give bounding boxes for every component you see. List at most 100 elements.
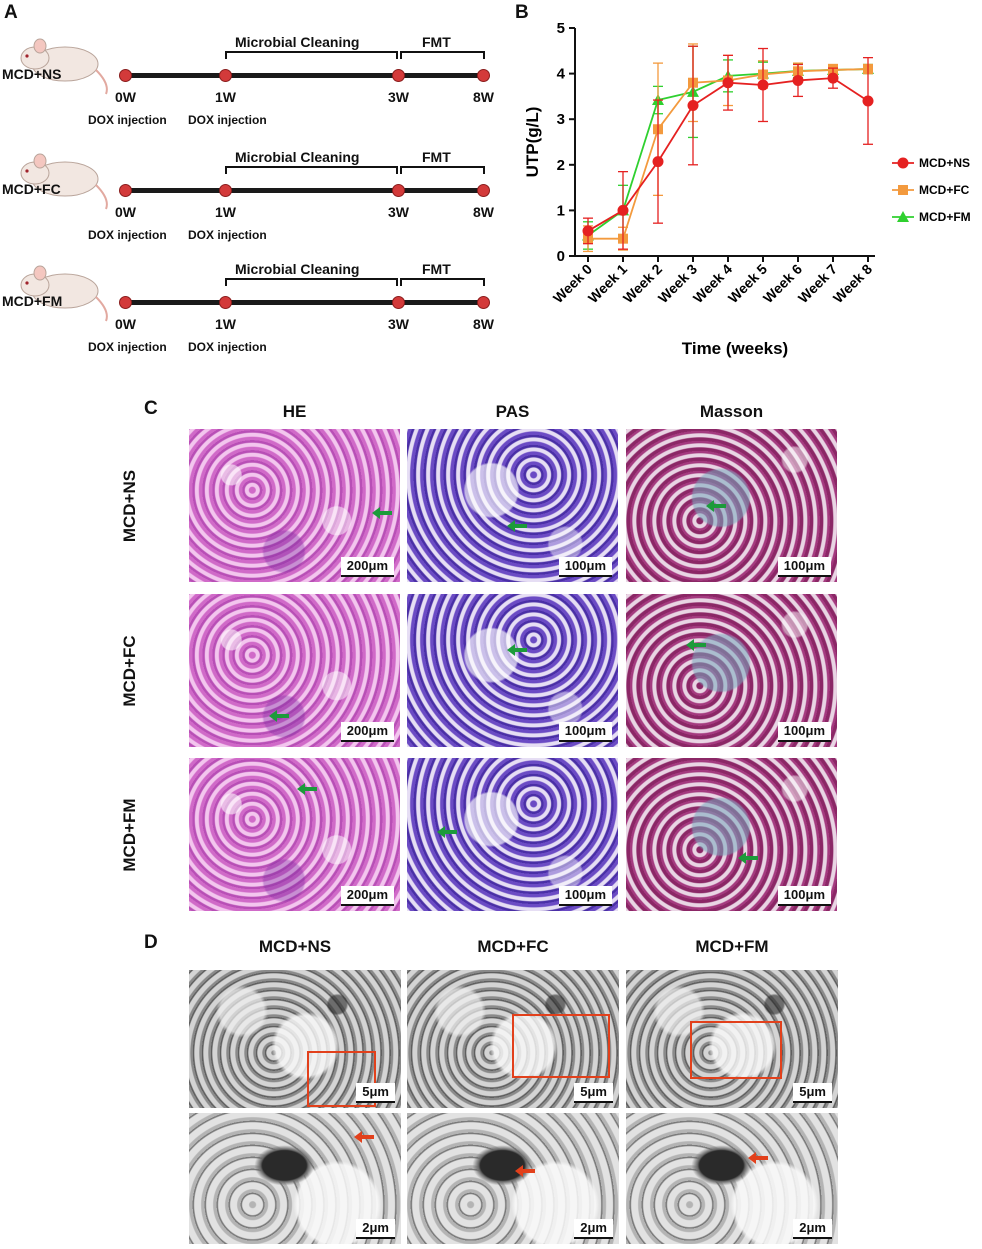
timeline-tick-label: 0W [115,204,136,220]
timeline-point [119,69,132,82]
timeline-point [477,69,490,82]
red-arrow-icon [515,1167,535,1175]
timeline-tick-label: 1W [215,316,236,332]
scale-bar: 5μm [574,1083,613,1103]
timeline-tick-label: 8W [473,204,494,220]
tem-column-header: MCD+FM [695,937,769,956]
histology-image: 100μm [407,758,618,911]
scale-bar: 200μm [340,557,394,577]
injection-label: DOX injection [188,228,267,242]
phase-bracket [400,51,485,59]
y-tick-label: 4 [557,66,566,83]
tem-overview-image: 5μm [407,970,619,1108]
timeline-track [125,300,485,305]
data-point [792,74,804,86]
y-tick-label: 0 [557,248,565,265]
data-point [827,72,839,84]
phase-bracket [225,51,398,59]
data-point [617,204,629,216]
histology-image: 100μm [407,594,618,747]
timeline-tick-label: 0W [115,89,136,105]
scale-bar: 100μm [777,557,831,577]
timeline-point [392,69,405,82]
y-tick-label: 1 [557,202,565,219]
green-arrow-icon [686,639,706,651]
tem-zoomed-image: 2μm [407,1113,619,1244]
y-tick-label: 3 [557,111,565,128]
histology-column-header: PAS [495,402,530,421]
phase-label-fmt: FMT [422,34,451,50]
tem-column-header: MCD+FC [477,937,549,956]
tem-overview-image: 5μm [626,970,838,1108]
phase-label-fmt: FMT [422,261,451,277]
green-arrow-icon [269,710,289,722]
injection-label: DOX injection [88,228,167,242]
tem-zoomed-image: 2μm [626,1113,838,1244]
scale-bar: 200μm [340,722,394,742]
histology-row-header: MCD+FM [120,797,139,872]
green-arrow-icon [437,826,457,838]
timeline-point [477,296,490,309]
timeline-track [125,73,485,78]
green-arrow-icon [738,852,758,864]
timeline-track [125,188,485,193]
legend-label: MCD+FC [919,183,970,197]
y-axis-label: UTP(g/L) [523,107,542,178]
phase-label-microbial-cleaning: Microbial Cleaning [235,34,360,50]
phase-bracket [225,166,398,174]
timeline-tick-label: 3W [388,316,409,332]
zoom-region-box [307,1051,376,1107]
x-tick-label: Week 8 [830,261,875,306]
timeline-point [119,184,132,197]
histology-column-header: HE [282,402,307,421]
data-point [687,100,699,112]
injection-label: DOX injection [88,340,167,354]
scale-bar: 2μm [356,1219,395,1239]
histology-image: 100μm [626,758,837,911]
data-point [722,77,734,89]
legend-marker [897,157,909,169]
timeline-point [392,296,405,309]
data-point [652,156,664,168]
mouse-icon [20,265,108,322]
timeline-tick-label: 3W [388,89,409,105]
scale-bar: 100μm [558,886,612,906]
timeline-tick-label: 0W [115,316,136,332]
panel-label-a: A [4,2,18,23]
timeline-tick-label: 1W [215,204,236,220]
scale-bar: 100μm [777,886,831,906]
phase-bracket [225,278,398,286]
timeline-tick-label: 8W [473,316,494,332]
legend-label: MCD+FM [919,210,971,224]
zoom-region-box [690,1021,782,1079]
panel-label-b: B [515,2,529,23]
y-tick-label: 5 [557,20,565,37]
green-arrow-icon [372,507,392,519]
histology-image: 100μm [626,594,837,747]
histology-row-header: MCD+FC [120,634,139,707]
injection-label: DOX injection [188,340,267,354]
phase-bracket [400,166,485,174]
injection-label: DOX injection [188,113,267,127]
timeline-tick-label: 3W [388,204,409,220]
timeline-point [219,69,232,82]
scale-bar: 2μm [574,1219,613,1239]
mouse-icon [20,38,108,95]
scale-bar: 5μm [356,1083,395,1103]
histology-column-header: Masson [699,402,764,421]
timeline-tick-label: 1W [215,89,236,105]
green-arrow-icon [297,783,317,795]
phase-label-microbial-cleaning: Microbial Cleaning [235,261,360,277]
phase-label-fmt: FMT [422,149,451,165]
timeline-point [119,296,132,309]
timeline-tick-label: 8W [473,89,494,105]
data-point [757,79,769,91]
histology-image: 200μm [189,429,400,582]
injection-label: DOX injection [88,113,167,127]
scale-bar: 100μm [777,722,831,742]
y-tick-label: 2 [557,157,565,174]
scale-bar: 200μm [340,886,394,906]
legend-marker [898,185,908,195]
histology-image: 200μm [189,758,400,911]
data-point [862,95,874,107]
